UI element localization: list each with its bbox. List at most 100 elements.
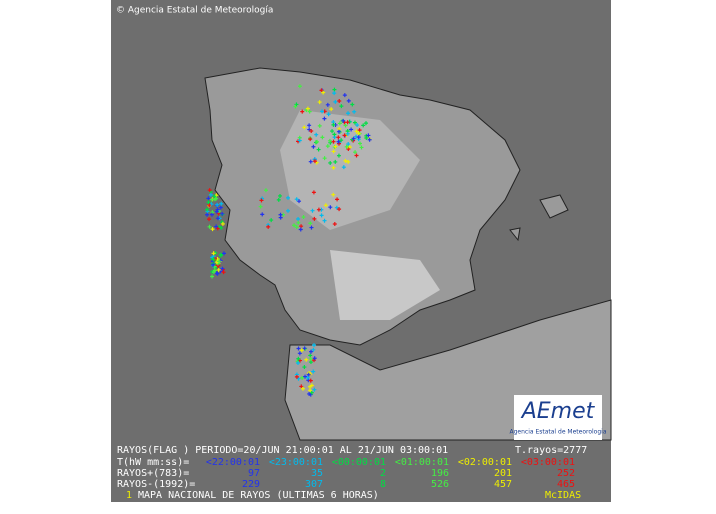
strike bbox=[214, 196, 219, 201]
strike bbox=[345, 131, 350, 136]
strike bbox=[311, 358, 316, 363]
strike bbox=[336, 153, 341, 158]
strike bbox=[350, 102, 355, 107]
strike bbox=[215, 202, 220, 207]
strike bbox=[276, 197, 281, 202]
strike bbox=[211, 262, 216, 267]
strike bbox=[349, 127, 354, 132]
strike bbox=[308, 159, 313, 164]
strike bbox=[332, 87, 337, 92]
strike bbox=[346, 142, 351, 147]
strike bbox=[209, 202, 214, 207]
strike bbox=[206, 196, 211, 201]
strike bbox=[300, 375, 305, 380]
strike bbox=[353, 150, 358, 155]
lightning-strikes bbox=[205, 84, 372, 397]
strike bbox=[300, 386, 305, 391]
strike bbox=[307, 109, 312, 114]
strike bbox=[333, 144, 338, 149]
strike bbox=[302, 125, 307, 130]
strike bbox=[305, 106, 310, 111]
strike bbox=[317, 100, 322, 105]
legend-cell: 35 bbox=[311, 468, 323, 479]
strike bbox=[345, 120, 350, 125]
strike bbox=[278, 215, 283, 220]
strike bbox=[330, 129, 335, 134]
logo-box bbox=[514, 395, 602, 440]
strike bbox=[310, 208, 315, 213]
strike bbox=[210, 227, 215, 232]
strike bbox=[307, 391, 312, 396]
strike bbox=[217, 259, 222, 264]
legend-cell: 229 bbox=[242, 479, 260, 490]
legend-cell: <03:00:01 bbox=[521, 457, 575, 468]
strike bbox=[326, 112, 331, 117]
strike bbox=[332, 91, 337, 96]
strike bbox=[215, 207, 220, 212]
strike bbox=[219, 225, 224, 230]
strike bbox=[361, 123, 366, 128]
strike bbox=[297, 351, 302, 356]
strike bbox=[205, 207, 210, 212]
strike bbox=[302, 365, 307, 370]
strike bbox=[296, 217, 301, 222]
legend-header: RAYOS(FLAG ) PERIODO=20/JUN 21:00:01 AL … bbox=[117, 445, 448, 456]
logo-name: AEmet bbox=[520, 399, 596, 424]
strike bbox=[266, 224, 271, 229]
legend-cell: 465 bbox=[557, 479, 575, 490]
strike bbox=[354, 129, 359, 134]
strike bbox=[359, 145, 364, 150]
legend-cell: 201 bbox=[494, 468, 512, 479]
strike bbox=[344, 144, 349, 149]
strike bbox=[322, 156, 327, 161]
strike bbox=[294, 102, 299, 107]
strike bbox=[269, 218, 274, 223]
strike bbox=[294, 225, 299, 230]
strike bbox=[328, 160, 333, 165]
strike bbox=[317, 123, 322, 128]
strike bbox=[210, 274, 215, 279]
legend-cell: 8 bbox=[380, 479, 386, 490]
strike bbox=[211, 257, 216, 262]
strike bbox=[308, 221, 313, 226]
strike bbox=[311, 144, 316, 149]
strike bbox=[296, 356, 301, 361]
strike bbox=[331, 122, 336, 127]
strike bbox=[306, 372, 311, 377]
strike bbox=[356, 131, 361, 136]
strike bbox=[322, 218, 327, 223]
strike bbox=[308, 349, 313, 354]
strike bbox=[309, 383, 314, 388]
strike bbox=[331, 149, 336, 154]
strike bbox=[296, 346, 301, 351]
strike bbox=[207, 217, 212, 222]
strike bbox=[303, 374, 308, 379]
strike bbox=[367, 137, 372, 142]
strike bbox=[339, 138, 344, 143]
sierra bbox=[330, 250, 440, 320]
strike bbox=[209, 212, 214, 217]
strike bbox=[263, 188, 268, 193]
strike bbox=[219, 201, 224, 206]
strike bbox=[336, 135, 341, 140]
strike bbox=[214, 260, 219, 265]
legend-cell: 252 bbox=[557, 468, 575, 479]
strike bbox=[342, 133, 347, 138]
strike bbox=[343, 158, 348, 163]
strike bbox=[325, 144, 330, 149]
strike bbox=[333, 159, 338, 164]
strike bbox=[220, 266, 225, 271]
strike bbox=[319, 88, 324, 93]
legend-cell: 196 bbox=[431, 468, 449, 479]
strike bbox=[297, 199, 302, 204]
legend-cell: <22:00:01 bbox=[206, 457, 260, 468]
strike bbox=[277, 193, 282, 198]
strike bbox=[286, 195, 291, 200]
logo-subtitle: Agencia Estatal de Meteorologia bbox=[510, 429, 607, 436]
strike bbox=[354, 153, 359, 158]
strike bbox=[221, 251, 226, 256]
strike bbox=[212, 268, 217, 273]
strike bbox=[312, 343, 316, 348]
